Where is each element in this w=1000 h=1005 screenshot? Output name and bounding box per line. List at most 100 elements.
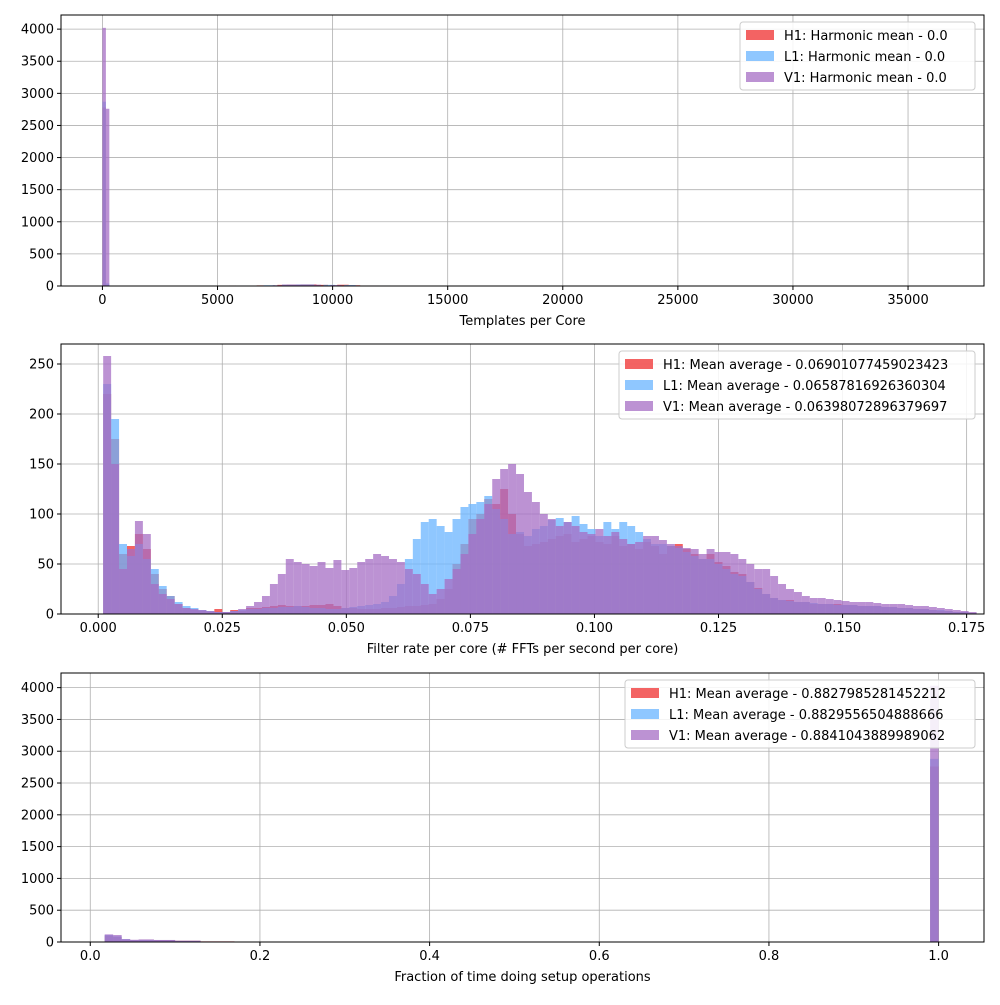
- x-tick-label: 0.2: [250, 949, 271, 964]
- legend: H1: Mean average - 0.06901077459023423 L1…: [619, 351, 975, 419]
- histogram-bar: [429, 594, 437, 614]
- histogram-bar: [127, 549, 135, 614]
- histogram-bar: [921, 606, 929, 614]
- histogram-bar: [105, 934, 113, 942]
- histogram-bar: [151, 584, 159, 614]
- histogram-bar: [413, 574, 421, 614]
- histogram-bar: [857, 602, 865, 614]
- histogram-bar: [556, 526, 564, 614]
- histogram-bar: [715, 552, 723, 614]
- histogram-bar: [588, 534, 596, 614]
- x-tick-label: 0.175: [948, 621, 985, 636]
- legend-entry: V1: Harmonic mean - 0.0: [784, 71, 947, 86]
- y-tick-label: 1500: [21, 840, 54, 855]
- x-tick-label: 0.025: [204, 621, 241, 636]
- histogram-bar: [357, 562, 365, 614]
- histogram-bar: [460, 554, 468, 614]
- legend: H1: Mean average - 0.8827985281452212L1:…: [625, 680, 975, 748]
- x-tick-label: 15000: [427, 293, 468, 308]
- y-tick-label: 0: [46, 936, 54, 951]
- histogram-bar: [492, 479, 500, 614]
- y-tick-label: 3000: [21, 745, 54, 760]
- histogram-bar: [810, 598, 818, 614]
- legend-swatch: [746, 51, 774, 61]
- histogram-bar: [119, 569, 127, 614]
- legend-swatch: [631, 730, 659, 740]
- histogram-bar: [730, 554, 738, 614]
- histogram-bar: [405, 569, 413, 614]
- x-axis-label: Fraction of time doing setup operations: [394, 970, 651, 985]
- histogram-bar: [667, 544, 675, 614]
- histogram-bar: [445, 579, 453, 614]
- histogram-bar: [865, 602, 873, 614]
- histogram-bar: [889, 604, 897, 614]
- y-tick-label: 2000: [21, 151, 54, 166]
- y-tick-label: 50: [37, 558, 54, 573]
- legend: H1: Harmonic mean - 0.0 L1: Harmonic mean…: [740, 22, 975, 90]
- histogram-bar: [238, 609, 246, 614]
- x-tick-label: 0.8: [759, 949, 780, 964]
- x-tick-label: 5000: [201, 293, 234, 308]
- histogram-bar: [913, 606, 921, 614]
- y-tick-label: 250: [29, 358, 54, 373]
- legend-entry: H1: Mean average - 0.06901077459023423: [663, 358, 948, 373]
- histogram-bar: [302, 564, 310, 614]
- histogram-bar: [818, 598, 826, 614]
- histogram-bar: [635, 542, 643, 614]
- histogram-bar: [707, 549, 715, 614]
- y-tick-label: 3500: [21, 55, 54, 70]
- y-tick-label: 1000: [21, 215, 54, 230]
- x-tick-label: 0.075: [452, 621, 489, 636]
- histogram-bar: [778, 584, 786, 614]
- y-tick-label: 2500: [21, 119, 54, 134]
- histogram-bar: [905, 605, 913, 614]
- legend-swatch: [625, 401, 653, 411]
- histogram-bar: [111, 464, 119, 614]
- histogram-bar: [421, 584, 429, 614]
- histogram-bar: [937, 608, 945, 614]
- histogram-bar: [691, 549, 699, 614]
- y-tick-label: 3500: [21, 713, 54, 728]
- histogram-bar: [754, 569, 762, 614]
- histogram-bar: [389, 559, 397, 614]
- histogram-bar: [437, 589, 445, 614]
- histogram-bar: [746, 564, 754, 614]
- histogram-bar: [873, 603, 881, 614]
- histogram-bar: [476, 519, 484, 614]
- histogram-bar: [453, 569, 461, 614]
- histogram-bar: [595, 529, 603, 614]
- histogram-bar: [683, 548, 691, 614]
- histogram-bar: [953, 610, 961, 614]
- histogram-bar: [738, 559, 746, 614]
- histogram-bar: [659, 540, 667, 614]
- histogram-bar: [580, 532, 588, 614]
- histogram-bar: [373, 554, 381, 614]
- x-axis-label: Templates per Core: [458, 314, 585, 329]
- histogram-bar: [643, 536, 651, 614]
- legend-entry: L1: Mean average - 0.06587816926360304: [663, 379, 946, 394]
- histogram-bar: [167, 599, 175, 614]
- x-tick-label: 30000: [772, 293, 813, 308]
- x-tick-label: 0.050: [328, 621, 365, 636]
- histogram-bar: [603, 536, 611, 614]
- legend-entry: V1: Mean average - 0.06398072896379697: [663, 400, 947, 415]
- y-tick-label: 1000: [21, 872, 54, 887]
- legend-entry: L1: Harmonic mean - 0.0: [784, 50, 945, 65]
- x-tick-label: 20000: [542, 293, 583, 308]
- y-tick-label: 3000: [21, 87, 54, 102]
- legend-swatch: [746, 72, 774, 82]
- histogram-bar: [850, 602, 858, 614]
- legend-entry: H1: Harmonic mean - 0.0: [784, 29, 948, 44]
- histogram-bar: [826, 599, 834, 614]
- x-tick-label: 0.150: [824, 621, 861, 636]
- histogram-bar: [564, 522, 572, 614]
- x-tick-label: 25000: [657, 293, 698, 308]
- histogram-bar: [191, 609, 199, 614]
- histogram-bar: [802, 596, 810, 614]
- histogram-bar: [699, 554, 707, 614]
- x-tick-label: 0.100: [576, 621, 613, 636]
- histogram-bar: [349, 568, 357, 614]
- histogram-bar: [262, 596, 270, 614]
- histogram-bar: [834, 600, 842, 614]
- histogram-bar: [318, 562, 326, 614]
